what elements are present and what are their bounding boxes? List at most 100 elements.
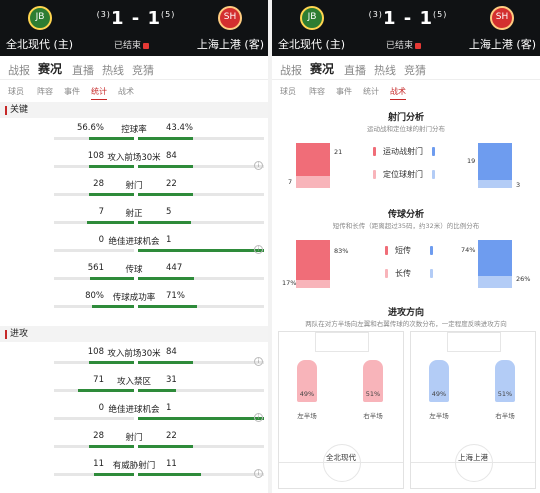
tab-hotline[interactable]: 热线 [102, 64, 124, 77]
stat-row: 56.6% 控球率 43.4% [0, 120, 268, 148]
stat-away-track [138, 305, 264, 308]
home-left-wing-pct: 49% [299, 390, 315, 398]
tab-hotline[interactable]: 热线 [374, 64, 396, 77]
stat-row: 71 攻入禁区 31 [0, 372, 268, 400]
stat-row: 80% 传球成功率 71% [0, 288, 268, 316]
attack-direction-subtitle: 两队在对方半场向左翼和右翼传球的次数分布，一定程度反映进攻方向 [305, 320, 507, 328]
away-pitch-team-name: 上海上港 [458, 453, 488, 462]
pitch-box [447, 332, 501, 352]
stat-away-bar [138, 445, 194, 448]
stat-home-value: 561 [87, 263, 104, 273]
tab-betting[interactable]: 竞猜 [404, 64, 426, 77]
subtab-events[interactable]: 事件 [64, 87, 80, 96]
subtab-tactics[interactable]: 战术 [118, 87, 134, 96]
stat-home-value: 0 [98, 403, 104, 413]
stat-label: 传球成功率 [112, 293, 156, 303]
shots-analysis-subtitle: 运动战和定位球的射门分布 [367, 125, 445, 133]
subtab-players[interactable]: 球员 [8, 87, 24, 96]
home-team-crest-icon[interactable]: JB [300, 6, 324, 30]
stat-away-track [138, 445, 264, 448]
attack-direction-title: 进攻方向 [387, 308, 424, 318]
home-short-pass-block [296, 240, 330, 280]
away-long-pass-pct: 26% [516, 275, 531, 283]
stat-home-value: 11 [93, 459, 104, 469]
stat-label: 绝佳进球机会 [108, 237, 160, 247]
away-set-piece-swatch [432, 170, 435, 179]
subtab-events[interactable]: 事件 [336, 87, 352, 96]
score-separator: - [131, 8, 141, 29]
tab-live[interactable]: 直播 [344, 64, 366, 77]
stat-away-value: 22 [166, 179, 177, 189]
away-score: 1 [419, 8, 434, 29]
home-short-pass-pct: 83% [334, 247, 349, 255]
stat-away-track [138, 221, 264, 224]
pitch-center-circle [455, 444, 493, 482]
away-team-name[interactable]: 上海上港 (客) [468, 38, 536, 51]
home-attack-pitch: 49% 51% 左半场 右半场 [278, 331, 404, 489]
subtab-stats[interactable]: 统计 [91, 87, 107, 100]
stat-away-track [138, 277, 264, 280]
tab-report[interactable]: 战报 [280, 64, 302, 77]
subtab-lineup[interactable]: 阵容 [309, 87, 325, 96]
info-icon[interactable]: i [254, 357, 263, 366]
home-open-play-shots-block [296, 143, 330, 176]
subtab-lineup[interactable]: 阵容 [37, 87, 53, 96]
legend-long-pass: 长传 [395, 269, 411, 278]
home-right-wing-pct: 51% [365, 390, 381, 398]
home-team-name[interactable]: 全北现代 (主) [6, 38, 74, 51]
stat-away-bar [138, 473, 201, 476]
away-team-crest-icon[interactable]: SH [218, 6, 242, 30]
stat-away-value: 84 [166, 151, 177, 161]
legend-set-piece: 定位球射门 [383, 170, 423, 179]
away-open-play-swatch [432, 147, 435, 156]
stat-away-bar [138, 137, 193, 140]
away-team-name[interactable]: 上海上港 (客) [196, 38, 264, 51]
stat-home-value: 28 [93, 179, 104, 189]
away-attack-pitch: 49% 51% 左半场 右半场 [410, 331, 536, 489]
tab-betting[interactable]: 竞猜 [132, 64, 154, 77]
home-left-half-label: 左半场 [297, 412, 317, 420]
tab-match[interactable]: 赛况 [310, 62, 335, 76]
home-set-piece-shots: 7 [288, 178, 293, 186]
tab-report[interactable]: 战报 [8, 64, 30, 77]
info-icon[interactable]: i [254, 161, 263, 170]
stat-home-bar [89, 277, 134, 280]
stat-home-bar [89, 193, 134, 196]
tab-live[interactable]: 直播 [72, 64, 94, 77]
stat-home-track [54, 417, 134, 420]
info-icon[interactable]: i [254, 413, 263, 422]
away-set-piece-shots: 3 [516, 181, 521, 189]
home-left-wing-bar [297, 360, 317, 402]
shots-analysis-title: 射门分析 [387, 113, 424, 123]
home-short-pass-swatch [385, 246, 388, 255]
stat-home-bar [89, 165, 134, 168]
home-score: 1 [382, 8, 397, 29]
tab-match[interactable]: 赛况 [38, 62, 63, 76]
stat-label: 攻入禁区 [116, 377, 151, 387]
away-right-wing-pct: 51% [497, 390, 513, 398]
away-open-play-shots-block [478, 143, 512, 180]
home-team-crest-icon[interactable]: JB [28, 6, 52, 30]
stat-away-value: 31 [166, 375, 177, 385]
away-team-crest-icon[interactable]: SH [490, 6, 514, 30]
stat-home-bar [88, 137, 134, 140]
stat-label: 绝佳进球机会 [108, 405, 160, 415]
info-icon[interactable]: i [254, 469, 263, 478]
stat-away-value: 71% [166, 291, 185, 301]
pitch-halfway-line [279, 462, 403, 463]
stat-home-bar [87, 221, 134, 224]
stat-row: 561 传球 447 [0, 260, 268, 288]
stat-label: 有威胁射门 [112, 461, 156, 471]
info-icon[interactable]: i [254, 245, 263, 254]
stat-away-bar [138, 193, 194, 196]
subtab-stats[interactable]: 统计 [363, 87, 379, 96]
subtab-tactics[interactable]: 战术 [390, 87, 406, 100]
stat-away-track [138, 137, 264, 140]
stat-home-bar [89, 445, 134, 448]
home-team-name[interactable]: 全北现代 (主) [278, 38, 346, 51]
stat-row: 11 有威胁射门 11 i [0, 456, 268, 484]
stat-home-track [54, 249, 134, 252]
subtab-players[interactable]: 球员 [280, 87, 296, 96]
away-short-pass-block [478, 240, 512, 276]
away-right-half-label: 右半场 [495, 412, 515, 420]
